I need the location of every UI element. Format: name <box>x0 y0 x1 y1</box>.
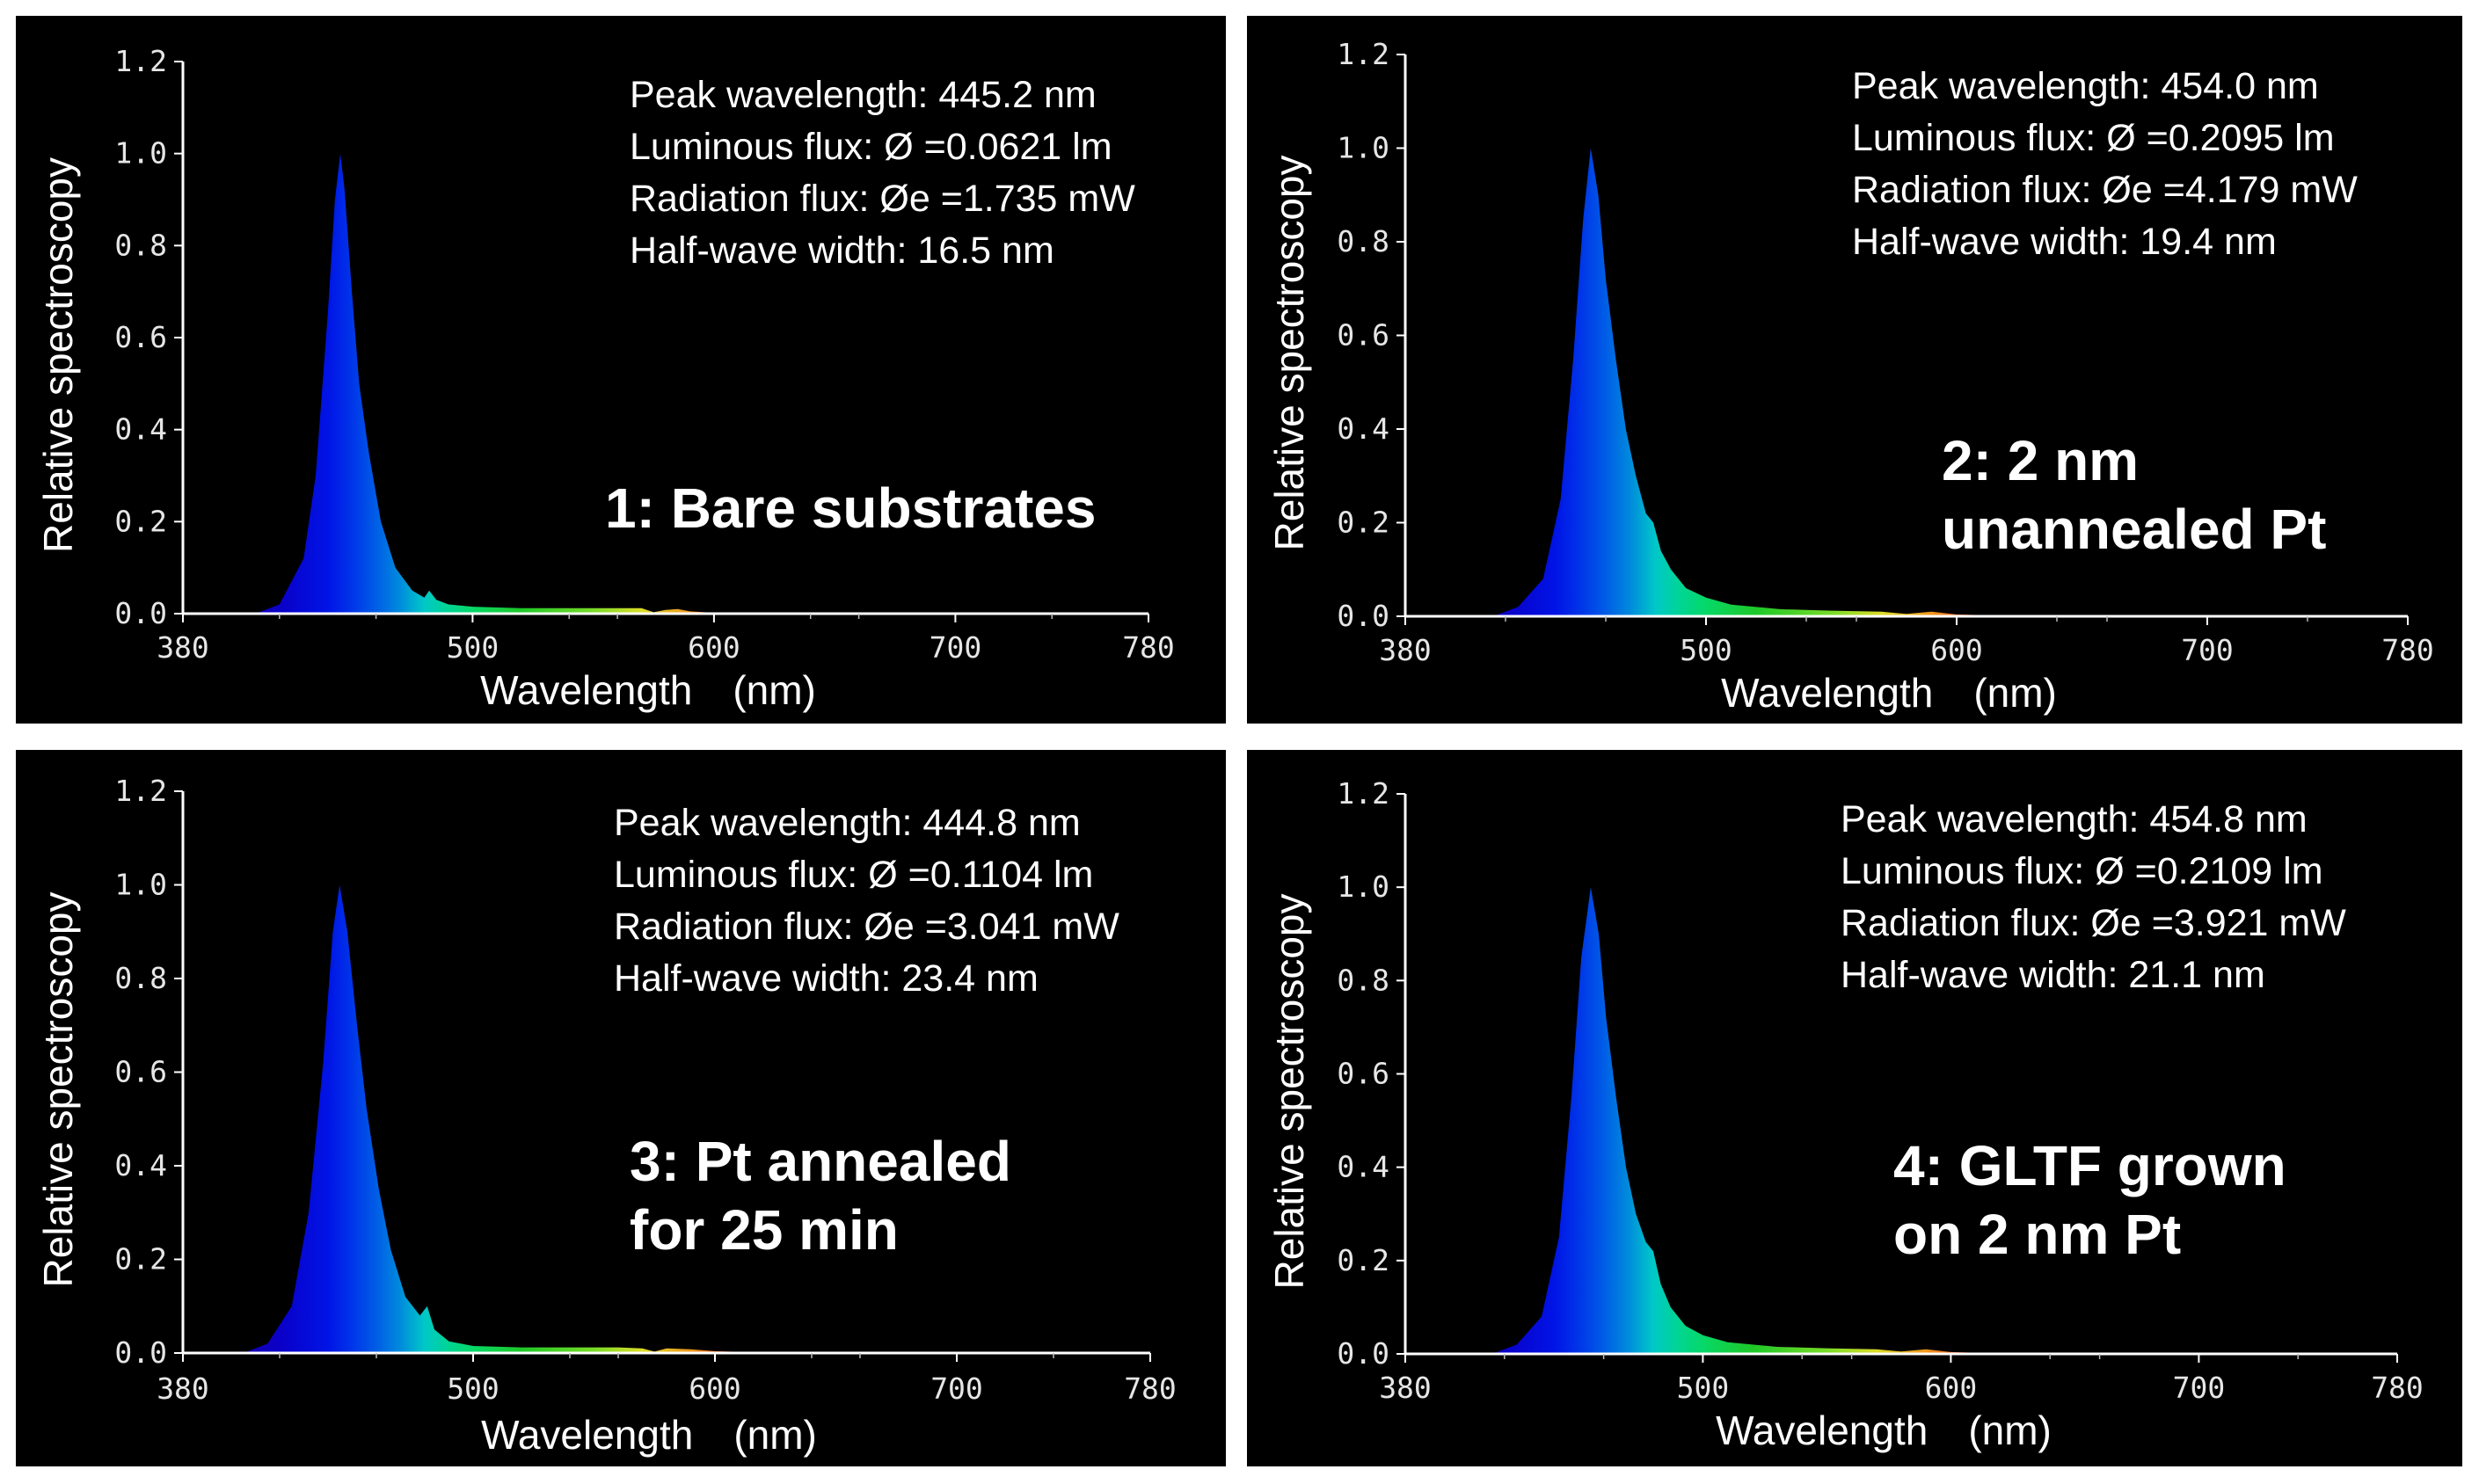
x-tick-label: 380 <box>157 630 209 665</box>
x-axis-title: Wavelength (nm) <box>1716 1408 2052 1453</box>
info-annotation: Luminous flux: Ø =0.2109 lm <box>1841 850 2323 892</box>
x-tick-label: 700 <box>2173 1371 2226 1405</box>
panel-caption: 1: Bare substrates <box>605 476 1096 540</box>
panel-caption: 3: Pt annealed <box>630 1130 1011 1193</box>
y-tick-label: 1.2 <box>114 44 167 78</box>
info-annotation: Radiation flux: Øe =4.179 mW <box>1852 169 2358 211</box>
x-axis-title: Wavelength (nm) <box>481 1412 817 1458</box>
panel-caption: 4: GLTF grown <box>1893 1134 2286 1197</box>
y-tick-label: 0.0 <box>1337 1336 1389 1371</box>
x-tick-label: 500 <box>1680 633 1732 667</box>
y-tick-label: 1.0 <box>1337 869 1389 904</box>
x-tick-label: 380 <box>1379 1371 1432 1405</box>
y-tick-label: 1.0 <box>114 868 167 902</box>
x-axis-title: Wavelength (nm) <box>480 667 816 713</box>
spectrum-chart: 0.0 0.2 0.4 0.6 0.8 1.0 1.2 380 500 600 700 780 Wave… <box>1266 776 2424 1453</box>
y-tick-label: 0.4 <box>1337 1150 1389 1184</box>
x-tick-label: 600 <box>688 630 740 665</box>
info-annotation: Luminous flux: Ø =0.0621 lm <box>630 126 1112 168</box>
y-tick-label: 0.2 <box>1337 1243 1389 1277</box>
y-tick-label: 0.4 <box>1337 411 1389 446</box>
y-tick-label: 0.2 <box>114 504 167 538</box>
spectrum-area <box>255 153 835 614</box>
x-tick-label: 600 <box>1925 1371 1978 1405</box>
info-annotation: Luminous flux: Ø =0.2095 lm <box>1852 117 2335 159</box>
y-tick-label: 0.8 <box>1337 963 1389 997</box>
spectrum-panel-3: 0.0 0.2 0.4 0.6 0.8 1.0 1.2 380 500 600 700 780 Wave… <box>16 750 1226 1466</box>
info-annotation: Peak wavelength: 454.8 nm <box>1841 798 2308 840</box>
y-tick-label: 0.4 <box>114 412 167 447</box>
x-axis-title: Wavelength (nm) <box>1721 670 2057 716</box>
x-tick-label: 380 <box>157 1371 209 1406</box>
info-annotation: Peak wavelength: 454.0 nm <box>1852 65 2319 107</box>
y-tick-label: 0.0 <box>114 1335 167 1370</box>
y-tick-label: 0.6 <box>1337 318 1389 353</box>
spectrum-chart: 0.0 0.2 0.4 0.6 0.8 1.0 1.2 380 500 600 700 780 Wave… <box>35 774 1177 1458</box>
x-tick-label: 780 <box>2371 1371 2424 1405</box>
y-tick-label: 0.4 <box>114 1148 167 1182</box>
y-tick-label: 1.0 <box>114 136 167 171</box>
spectrum-area <box>1492 148 2082 616</box>
x-tick-label: 600 <box>689 1371 741 1406</box>
spectrum-area <box>243 884 836 1353</box>
x-tick-label: 500 <box>1677 1371 1730 1405</box>
x-tick-label: 700 <box>930 630 982 665</box>
info-annotation: Radiation flux: Øe =3.921 mW <box>1841 902 2346 944</box>
x-tick-label: 780 <box>2381 633 2434 667</box>
y-tick-label: 0.2 <box>1337 506 1389 540</box>
info-annotation: Half-wave width: 19.4 nm <box>1852 221 2277 263</box>
info-annotation: Radiation flux: Øe =1.735 mW <box>630 178 1135 220</box>
y-axis-title: Relative spectroscopy <box>35 157 81 553</box>
y-axis-title: Relative spectroscopy <box>1266 894 1312 1290</box>
y-tick-label: 0.8 <box>114 961 167 995</box>
x-tick-label: 600 <box>1930 633 1983 667</box>
x-tick-label: 380 <box>1379 633 1432 667</box>
y-tick-label: 0.6 <box>114 320 167 354</box>
info-annotation: Half-wave width: 21.1 nm <box>1841 954 2265 996</box>
y-tick-label: 0.6 <box>114 1055 167 1089</box>
y-tick-label: 1.2 <box>114 774 167 808</box>
y-tick-label: 1.0 <box>1337 131 1389 165</box>
panel-caption: for 25 min <box>630 1198 899 1262</box>
spectrum-chart: 0.0 0.2 0.4 0.6 0.8 1.0 1.2 380 500 600 700 780 Wave… <box>35 44 1175 713</box>
panel-caption: on 2 nm Pt <box>1893 1203 2181 1266</box>
info-annotation: Half-wave width: 23.4 nm <box>614 957 1039 1000</box>
x-tick-label: 700 <box>2181 633 2234 667</box>
x-tick-label: 700 <box>930 1371 983 1406</box>
spectrum-chart: 0.0 0.2 0.4 0.6 0.8 1.0 1.2 380 500 600 700 780 Wave… <box>1266 37 2434 716</box>
x-tick-label: 500 <box>447 630 499 665</box>
info-annotation: Peak wavelength: 444.8 nm <box>614 802 1081 844</box>
panel-caption: unannealed Pt <box>1942 498 2326 561</box>
y-tick-label: 0.2 <box>114 1242 167 1277</box>
info-annotation: Radiation flux: Øe =3.041 mW <box>614 906 1119 948</box>
x-tick-label: 780 <box>1124 1371 1177 1406</box>
spectrum-area <box>1491 887 2075 1354</box>
info-annotation: Half-wave width: 16.5 nm <box>630 229 1054 272</box>
info-annotation: Luminous flux: Ø =0.1104 lm <box>614 854 1093 896</box>
y-tick-label: 0.8 <box>114 228 167 262</box>
spectrum-panel-2: 0.0 0.2 0.4 0.6 0.8 1.0 1.2 380 500 600 700 780 Wave… <box>1247 16 2462 724</box>
y-axis-title: Relative spectroscopy <box>1266 156 1312 551</box>
panel-caption: 2: 2 nm <box>1942 429 2139 492</box>
spectrum-panel-4: 0.0 0.2 0.4 0.6 0.8 1.0 1.2 380 500 600 700 780 Wave… <box>1247 750 2462 1466</box>
y-tick-label: 0.8 <box>1337 224 1389 258</box>
info-annotation: Peak wavelength: 445.2 nm <box>630 74 1097 116</box>
y-tick-label: 1.2 <box>1337 776 1389 811</box>
y-tick-label: 0.0 <box>114 596 167 630</box>
spectrum-panel-1: 0.0 0.2 0.4 0.6 0.8 1.0 1.2 380 500 600 700 780 Wave… <box>16 16 1226 724</box>
x-tick-label: 780 <box>1122 630 1175 665</box>
x-tick-label: 500 <box>447 1371 499 1406</box>
y-tick-label: 0.0 <box>1337 599 1389 633</box>
y-tick-label: 1.2 <box>1337 37 1389 71</box>
y-tick-label: 0.6 <box>1337 1057 1389 1091</box>
y-axis-title: Relative spectroscopy <box>35 892 81 1288</box>
